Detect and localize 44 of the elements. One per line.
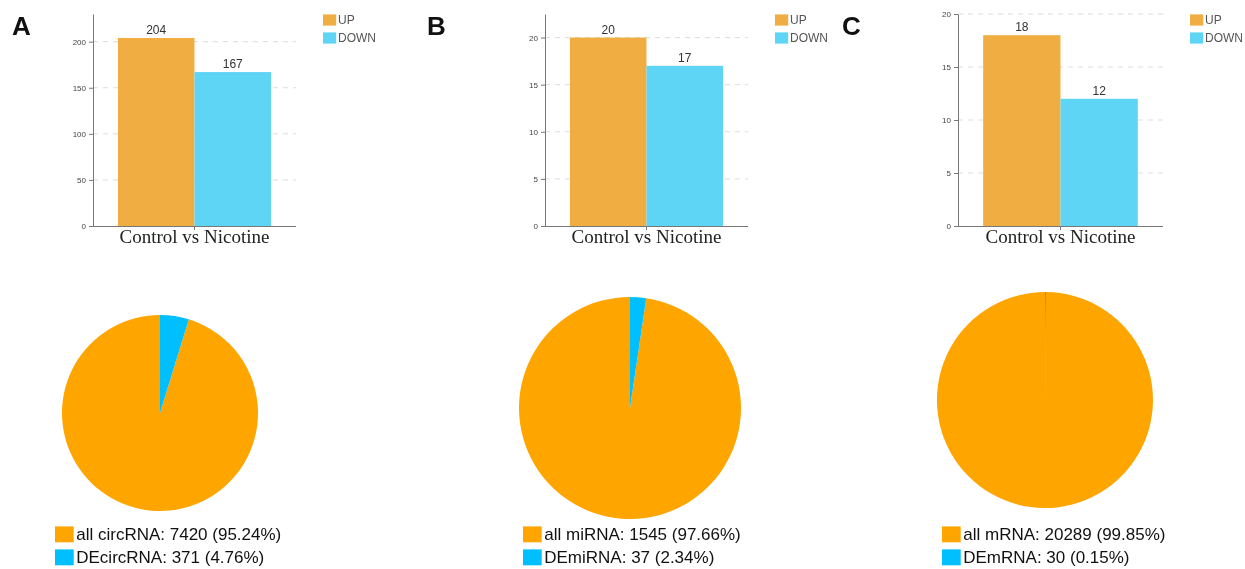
legend-label: UP	[790, 13, 807, 27]
y-tick-label: 5	[946, 169, 952, 179]
legend-label: UP	[1205, 13, 1222, 27]
y-tick-label: 15	[942, 63, 952, 73]
y-tick-label: 0	[946, 222, 952, 232]
y-tick-label: 0	[533, 222, 539, 232]
x-tick-label: Control vs Nicotine	[119, 225, 270, 247]
chart-title: A	[12, 11, 31, 41]
legend-label: all circRNA: 7420 (95.24%)	[76, 525, 282, 544]
pie-slice	[62, 315, 258, 511]
data-label: 167	[222, 57, 244, 72]
x-tick-label: Control vs Nicotine	[571, 225, 722, 247]
y-tick-label: 20	[942, 10, 952, 20]
pie-slice	[937, 292, 1153, 508]
data-label: 17	[678, 50, 692, 65]
data-label: 12	[1092, 83, 1107, 98]
y-tick-label: 150	[72, 83, 87, 93]
y-tick-label: 10	[942, 116, 952, 126]
legend-label: DOWN	[1205, 31, 1243, 45]
y-tick-label: 5	[533, 174, 539, 184]
y-tick-label: 0	[81, 222, 87, 232]
legend-label: UP	[338, 13, 355, 27]
legend-label: all miRNA: 1545 (97.66%)	[544, 525, 741, 544]
y-tick-label: 100	[72, 129, 87, 139]
chart-title: B	[427, 11, 446, 41]
y-tick-label: 10	[529, 127, 539, 137]
pie-slice	[160, 315, 189, 413]
y-tick-label: 15	[529, 80, 539, 90]
data-label: 204	[146, 22, 167, 37]
data-label: 18	[1015, 20, 1029, 35]
pie-slice	[519, 297, 741, 519]
legend-label: DOWN	[338, 31, 376, 45]
chart-title: C	[842, 11, 861, 41]
data-label: 20	[601, 22, 616, 37]
y-tick-label: 50	[77, 175, 87, 185]
legend-label: DEmiRNA: 37 (2.34%)	[544, 548, 715, 567]
legend-label: DEcircRNA: 371 (4.76%)	[76, 548, 265, 567]
pie-slice	[630, 297, 647, 408]
legend-label: DOWN	[790, 31, 828, 45]
legend-label: all mRNA: 20289 (99.85%)	[963, 525, 1166, 544]
y-tick-label: 200	[72, 37, 87, 47]
legend-label: DEmRNA: 30 (0.15%)	[963, 548, 1130, 567]
x-tick-label: Control vs Nicotine	[985, 225, 1136, 247]
y-tick-label: 20	[529, 33, 539, 43]
